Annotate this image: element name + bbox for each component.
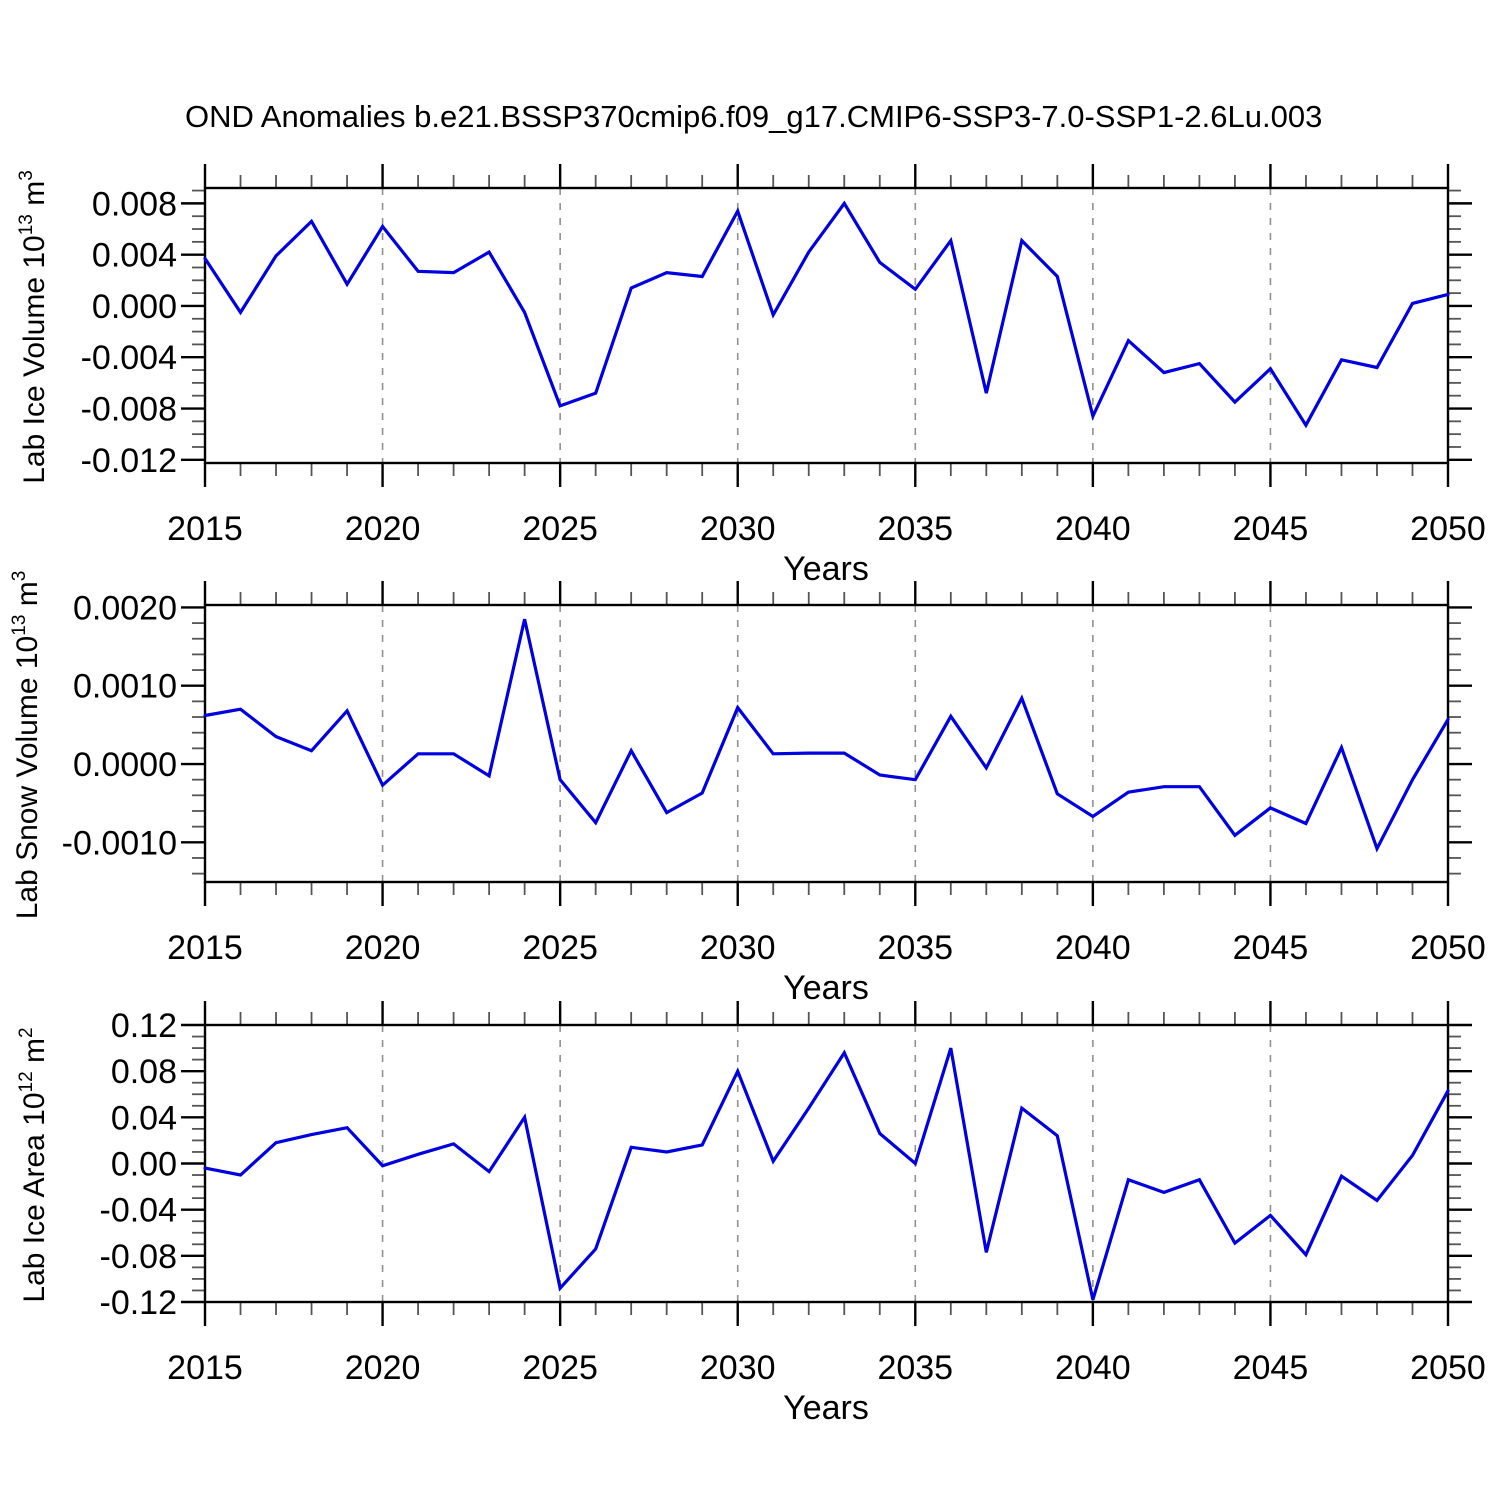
- y-tick-label: 0.0020: [73, 589, 177, 627]
- y-axis-label-text: Lab Snow Volume 10: [11, 635, 44, 920]
- exponent: 13: [16, 214, 37, 236]
- x-tick-label: 2020: [345, 929, 421, 967]
- unit-exponent: 3: [16, 170, 37, 181]
- data-line: [203, 618, 1450, 853]
- y-tick-label: 0.08: [111, 1053, 177, 1091]
- y-tick-label: -0.012: [81, 442, 177, 480]
- y-tick-label: -0.04: [100, 1192, 178, 1230]
- exponent: 13: [9, 614, 30, 636]
- plot-frame: [203, 186, 1450, 465]
- x-axis-label-2: Years: [783, 969, 869, 1007]
- unit: m: [18, 1037, 51, 1072]
- x-tick-label: 2035: [877, 1349, 953, 1387]
- x-tick-label: 2045: [1233, 929, 1309, 967]
- x-tick-label: 2025: [522, 929, 598, 967]
- x-tick-label: 2040: [1055, 1349, 1131, 1387]
- unit: m: [11, 581, 44, 615]
- y-tick-label: -0.12: [100, 1284, 178, 1322]
- x-tick-label: 2050: [1410, 1349, 1486, 1387]
- exponent: 12: [16, 1071, 37, 1093]
- x-tick-label: 2045: [1233, 510, 1309, 548]
- x-tick-label: 2020: [345, 510, 421, 548]
- x-tick-label: 2030: [700, 929, 776, 967]
- y-tick-label: -0.08: [100, 1238, 178, 1276]
- x-tick-label: 2025: [522, 1349, 598, 1387]
- y-tick-label: 0.12: [111, 1007, 177, 1045]
- plot-frame: [203, 1023, 1450, 1304]
- x-axis-label-3: Years: [783, 1389, 869, 1427]
- y-tick-label: 0.004: [92, 237, 177, 275]
- y-tick-label: -0.008: [81, 391, 177, 429]
- y-tick-label: 0.008: [92, 185, 177, 223]
- x-tick-label: 2035: [877, 510, 953, 548]
- x-tick-label: 2015: [167, 929, 243, 967]
- plot-frame: [203, 603, 1450, 884]
- x-tick-label: 2015: [167, 510, 243, 548]
- figure-title: OND Anomalies b.e21.BSSP370cmip6.f09_g17…: [185, 99, 1323, 134]
- y-tick-label: 0.04: [111, 1099, 177, 1137]
- y-axis-label-ice-area: Lab Ice Area 1012 m2: [16, 915, 58, 1415]
- data-line: [203, 1047, 1450, 1301]
- x-tick-label: 2025: [522, 510, 598, 548]
- y-axis-label-text: Lab Ice Area 10: [18, 1092, 51, 1303]
- x-tick-label: 2040: [1055, 510, 1131, 548]
- y-tick-label: -0.0010: [62, 824, 177, 862]
- y-tick-label: 0.0000: [73, 746, 177, 784]
- unit: m: [18, 180, 51, 215]
- x-tick-label: 2045: [1233, 1349, 1309, 1387]
- x-tick-label: 2015: [167, 1349, 243, 1387]
- data-line: [203, 200, 1450, 429]
- x-tick-label: 2040: [1055, 929, 1131, 967]
- x-tick-label: 2035: [877, 929, 953, 967]
- x-axis-label-1: Years: [783, 550, 869, 588]
- x-tick-label: 2050: [1410, 929, 1486, 967]
- unit-exponent: 2: [16, 1027, 37, 1038]
- y-tick-label: 0.000: [92, 288, 177, 326]
- unit-exponent: 3: [9, 570, 30, 582]
- y-tick-label: -0.004: [81, 339, 177, 377]
- y-tick-label: 0.00: [111, 1146, 177, 1184]
- x-tick-label: 2050: [1410, 510, 1486, 548]
- y-tick-label: 0.0010: [73, 668, 177, 706]
- x-tick-label: 2030: [700, 1349, 776, 1387]
- y-axis-label-text: Lab Ice Volume 10: [18, 235, 51, 484]
- x-tick-label: 2020: [345, 1349, 421, 1387]
- x-tick-label: 2030: [700, 510, 776, 548]
